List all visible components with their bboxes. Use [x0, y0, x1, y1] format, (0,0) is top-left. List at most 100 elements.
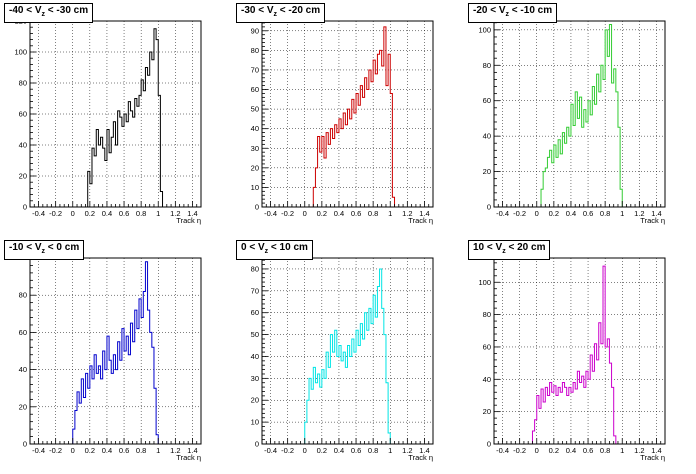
title-subscript: z: [505, 11, 510, 18]
y-tick-label: 60: [19, 110, 27, 119]
histogram-panel-1: -0.4 -0.2 0 0.2 0.4 0.6 0.8 1 1.2 1.4 0 20 40 60 80 100…: [0, 0, 232, 237]
y-axis-ticks: [262, 259, 268, 445]
grid-lines: [30, 20, 201, 207]
y-tick-label: 40: [19, 365, 27, 374]
x-tick-label: 0.6: [119, 446, 129, 455]
histogram-plot: -0.4 -0.2 0 0.2 0.4 0.6 0.8 1 1.2 1.4 0 20 40 60 80 100…: [478, 257, 666, 462]
x-axis-ticks: [493, 438, 666, 444]
y-tick-label: 40: [483, 375, 491, 384]
histogram-plot: -0.4 -0.2 0 0.2 0.4 0.6 0.8 1 1.2 1.4 0 20 40 60 80 Tra…: [19, 257, 202, 462]
histogram-series: [531, 265, 617, 444]
histogram-series: [72, 261, 159, 444]
y-tick-label: 0: [487, 440, 491, 449]
histogram-panel-2: -0.4 -0.2 0 0.2 0.4 0.6 0.8 1 1.2 1.4 0 10 20 30 40 50 6…: [232, 0, 464, 237]
x-tick-label: 1.4: [651, 446, 661, 455]
y-tick-label: 20: [251, 163, 259, 172]
x-tick-label: 0.8: [600, 446, 610, 455]
x-tick-label: 0.4: [566, 209, 576, 218]
x-tick-label: -0.2: [513, 446, 526, 455]
y-tick-label: 40: [251, 352, 259, 361]
histogram-plot: -0.4 -0.2 0 0.2 0.4 0.6 0.8 1 1.2 1.4 0 20 40 60 80 100…: [14, 17, 202, 225]
y-tick-label: 60: [483, 96, 491, 105]
title-text-suffix: < -20 cm: [277, 5, 321, 16]
histogram-title: -40 < Vz < -30 cm: [4, 3, 94, 23]
x-tick-label: 1.2: [402, 446, 412, 455]
y-tick-label: 60: [483, 342, 491, 351]
y-tick-label: 80: [19, 79, 27, 88]
y-tick-label: 60: [19, 328, 27, 337]
x-axis-label: Track η: [408, 453, 433, 462]
y-tick-label: 10: [251, 183, 259, 192]
x-axis-label: Track η: [176, 453, 201, 462]
histogram-plot: -0.4 -0.2 0 0.2 0.4 0.6 0.8 1 1.2 1.4 0 10 20 30 40 50 6…: [251, 20, 434, 225]
x-tick-label: 0: [303, 446, 307, 455]
x-axis-label: Track η: [640, 216, 665, 225]
y-tick-label: 20: [251, 396, 259, 405]
x-tick-label: 1.2: [634, 209, 644, 218]
x-axis-ticks: [29, 438, 202, 444]
y-tick-label: 80: [19, 291, 27, 300]
y-tick-label: 0: [487, 203, 491, 212]
x-tick-label: 0: [535, 446, 539, 455]
histogram-series: [540, 24, 623, 207]
x-tick-label: 1.4: [187, 209, 197, 218]
x-tick-label: 0.8: [136, 209, 146, 218]
x-tick-label: 1.2: [170, 446, 180, 455]
y-tick-label: 30: [251, 374, 259, 383]
x-tick-label: 1: [388, 209, 392, 218]
y-tick-label: 60: [251, 85, 259, 94]
x-tick-label: 1.4: [187, 446, 197, 455]
y-tick-label: 70: [251, 286, 259, 295]
x-tick-label: 1.4: [419, 446, 429, 455]
title-text: -20 < V: [473, 5, 506, 16]
x-tick-label: 1: [620, 446, 624, 455]
title-text-suffix: < 0 cm: [45, 242, 80, 253]
histogram-title: -30 < Vz < -20 cm: [236, 3, 326, 23]
y-axis-ticks: [494, 22, 500, 208]
x-axis-ticks: [261, 438, 434, 444]
y-tick-label: 0: [255, 440, 259, 449]
x-tick-label: 0.8: [600, 209, 610, 218]
x-tick-label: -0.2: [281, 209, 294, 218]
x-tick-label: -0.2: [49, 446, 62, 455]
histogram-series: [312, 26, 396, 207]
title-text: 0 < V: [241, 242, 265, 253]
y-tick-label: 40: [483, 132, 491, 141]
grid-lines: [30, 258, 201, 444]
x-tick-label: 0.8: [136, 446, 146, 455]
histogram-title: 10 < Vz < 20 cm: [468, 240, 551, 260]
x-tick-label: 0: [71, 446, 75, 455]
histogram-panel-5: -0.4 -0.2 0 0.2 0.4 0.6 0.8 1 1.2 1.4 0 10 20 30 40 50 6…: [232, 237, 464, 474]
y-tick-label: 100: [14, 48, 27, 57]
x-tick-label: -0.4: [264, 446, 277, 455]
y-axis-ticks: [262, 22, 268, 208]
histogram-series: [87, 28, 164, 207]
grid-lines: [262, 21, 433, 207]
y-tick-label: 40: [19, 141, 27, 150]
title-text-suffix: < -30 cm: [45, 5, 89, 16]
title-text-suffix: < 20 cm: [505, 242, 546, 253]
y-tick-label: 50: [251, 330, 259, 339]
x-tick-label: 1.2: [170, 209, 180, 218]
x-tick-label: -0.2: [281, 446, 294, 455]
x-tick-label: -0.4: [496, 209, 509, 218]
y-tick-label: 100: [478, 278, 491, 287]
x-tick-label: 0.2: [317, 446, 327, 455]
x-tick-label: 0.2: [317, 209, 327, 218]
x-tick-label: 1: [156, 446, 160, 455]
y-tick-label: 10: [251, 418, 259, 427]
y-tick-label: 20: [19, 172, 27, 181]
x-tick-label: 0.6: [351, 446, 361, 455]
x-tick-label: 0.8: [368, 446, 378, 455]
title-subscript: z: [41, 11, 46, 18]
y-tick-label: 50: [251, 105, 259, 114]
x-tick-label: 1: [620, 209, 624, 218]
y-tick-label: 80: [251, 46, 259, 55]
y-tick-label: 70: [251, 65, 259, 74]
x-tick-label: 0.2: [549, 209, 559, 218]
x-tick-label: -0.2: [49, 209, 62, 218]
x-axis-ticks: [493, 201, 666, 207]
x-tick-label: 0.2: [549, 446, 559, 455]
x-tick-label: 1.2: [402, 209, 412, 218]
y-tick-label: 100: [478, 25, 491, 34]
